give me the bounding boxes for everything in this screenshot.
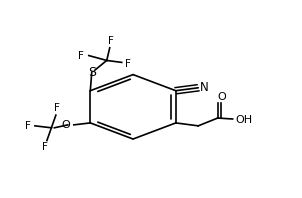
Text: F: F (108, 36, 114, 46)
Text: F: F (54, 103, 60, 113)
Text: F: F (125, 59, 130, 69)
Text: O: O (217, 92, 226, 102)
Text: F: F (43, 142, 48, 152)
Text: O: O (62, 120, 70, 130)
Text: N: N (200, 81, 208, 94)
Text: F: F (79, 50, 84, 61)
Text: F: F (25, 121, 31, 131)
Text: S: S (88, 66, 96, 79)
Text: OH: OH (235, 115, 252, 125)
